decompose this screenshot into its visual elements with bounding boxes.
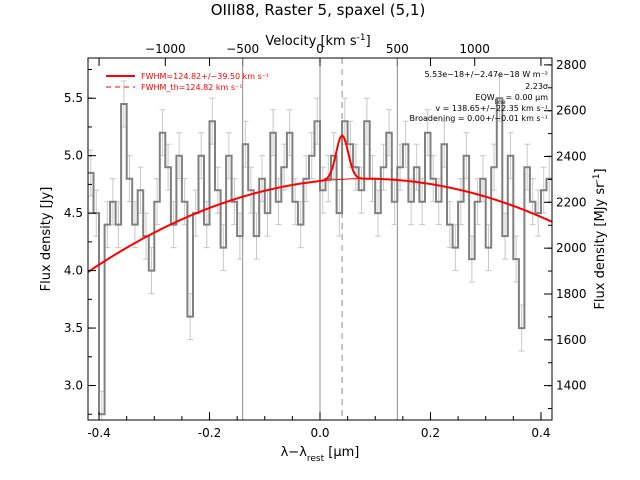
- y-axis-right-label: Flux density [MJy sr-1]: [592, 168, 608, 309]
- annotation-eqw-sub: line: [495, 99, 506, 106]
- annotation-eqw: EQWline= 0.00 μm: [475, 93, 548, 106]
- velocity-tick-label: 500: [386, 42, 409, 56]
- top-axis-label-end: ]: [366, 34, 371, 49]
- y-right-tick-label: 2800: [556, 58, 587, 72]
- annotation-eqw-value: = 0.00 μm: [506, 93, 549, 102]
- annotation-significance: 2.23σ: [525, 82, 548, 91]
- annotation-line-flux: 5.53e−18+/−2.47e−18 W m⁻²: [424, 70, 548, 79]
- y-left-tick-label: 3.0: [64, 379, 83, 393]
- top-axis-label-main: Velocity [km s: [265, 34, 357, 49]
- top-axis-label: Velocity [km s-1]: [265, 33, 370, 49]
- y-left-tick-label: 5.5: [64, 91, 83, 105]
- x-tick-label: 0.4: [531, 426, 550, 440]
- top-axis-label-sup: -1: [357, 33, 366, 43]
- top-axis-ticks: −1000 −500 0 500 1000: [145, 42, 490, 66]
- legend-label-fwhm: FWHM=124.82+/−39.50 km s⁻¹: [141, 72, 269, 81]
- reference-lines: [242, 58, 398, 420]
- velocity-tick-label: −500: [226, 42, 259, 56]
- x-axis-label-main: λ−λ: [281, 445, 308, 460]
- y-axis-left-ticks: 3.0 3.5 4.0 4.5 5.0 5.5: [64, 68, 96, 415]
- y-right-tick-label: 1800: [556, 287, 587, 301]
- y-right-tick-label: 1600: [556, 333, 587, 347]
- x-tick-label: -0.2: [198, 426, 221, 440]
- continuum-line: [87, 178, 553, 273]
- y-right-tick-label: 2600: [556, 104, 587, 118]
- annotation-broadening: Broadening = 0.00+/−0.01 km s⁻¹: [410, 114, 548, 123]
- y-left-tick-label: 4.0: [64, 264, 83, 278]
- chart-title: OIII88, Raster 5, spaxel (5,1): [211, 1, 426, 19]
- spectrum-steps: [88, 97, 552, 416]
- y-left-tick-label: 3.5: [64, 321, 83, 335]
- y-axis-right-label-sup: -1: [592, 174, 602, 183]
- y-left-tick-label: 4.5: [64, 206, 83, 220]
- y-right-tick-label: 1400: [556, 379, 587, 393]
- x-tick-label: 0.0: [310, 426, 329, 440]
- velocity-tick-label: 1000: [459, 42, 490, 56]
- annotation-velocity: v = 138.65+/−22.35 km s⁻¹: [435, 104, 548, 113]
- x-axis-label-sub: rest: [307, 454, 325, 464]
- y-right-tick-label: 2200: [556, 195, 587, 209]
- fit-annotations: 5.53e−18+/−2.47e−18 W m⁻² 2.23σ EQWline=…: [410, 70, 549, 123]
- y-axis-right-label-end: ]: [593, 168, 608, 173]
- y-right-tick-label: 2000: [556, 241, 587, 255]
- y-axis-left-label: Flux density [Jy]: [39, 187, 54, 292]
- velocity-tick-label: 0: [316, 42, 324, 56]
- x-tick-label: -0.4: [87, 426, 110, 440]
- x-axis-label: λ−λrest [μm]: [281, 445, 360, 464]
- annotation-eqw-main: EQW: [475, 93, 494, 102]
- x-tick-label: 0.2: [421, 426, 440, 440]
- y-left-tick-label: 5.0: [64, 149, 83, 163]
- legend-label-fwhm-th: FWHM_th=124.82 km s⁻¹: [141, 83, 242, 92]
- legend: FWHM=124.82+/−39.50 km s⁻¹ FWHM_th=124.8…: [106, 72, 269, 92]
- y-axis-right-label-main: Flux density [MJy sr: [593, 182, 608, 310]
- x-axis-ticks: -0.4 -0.2 0.0 0.2 0.4: [87, 58, 550, 440]
- y-axis-right-ticks: 1400 1600 1800 2000 2200 2400 2600 2800: [544, 58, 587, 410]
- y-right-tick-label: 2400: [556, 150, 587, 164]
- velocity-tick-label: −1000: [145, 42, 186, 56]
- x-axis-label-unit: [μm]: [324, 445, 359, 460]
